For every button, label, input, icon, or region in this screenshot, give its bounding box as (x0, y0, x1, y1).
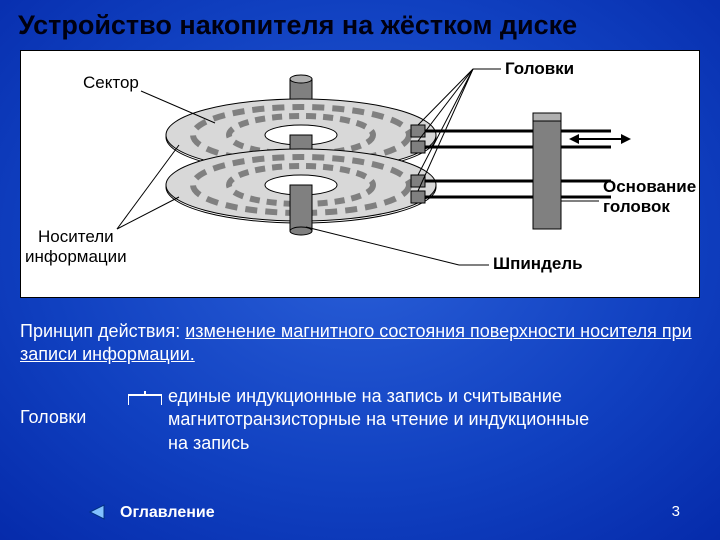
label-sector: Сектор (83, 73, 139, 93)
page-title: Устройство накопителя на жёстком диске (18, 10, 702, 41)
hdd-diagram: Головки Сектор Носители информации Основ… (20, 50, 700, 298)
prev-arrow-button[interactable] (88, 504, 106, 520)
heads-line3: на запись (168, 432, 589, 455)
label-media: Носители информации (25, 227, 127, 267)
heads-text: единые индукционные на запись и считыван… (168, 385, 589, 455)
footer: Оглавление 3 (0, 498, 720, 522)
label-head-base: Основание головок (603, 177, 696, 217)
heads-line1: единые индукционные на запись и считыван… (168, 385, 589, 408)
heads-label: Головки (20, 407, 86, 428)
toc-link[interactable]: Оглавление (120, 504, 215, 522)
label-heads: Головки (505, 59, 574, 79)
principle-text: Принцип действия: изменение магнитного с… (20, 320, 700, 365)
page-number: 3 (672, 503, 680, 520)
principle-prefix: Принцип действия: (20, 321, 185, 341)
label-spindle: Шпиндель (493, 254, 583, 274)
heads-line2: магнитотранзисторные на чтение и индукци… (168, 408, 589, 431)
bracket-icon (128, 391, 162, 405)
